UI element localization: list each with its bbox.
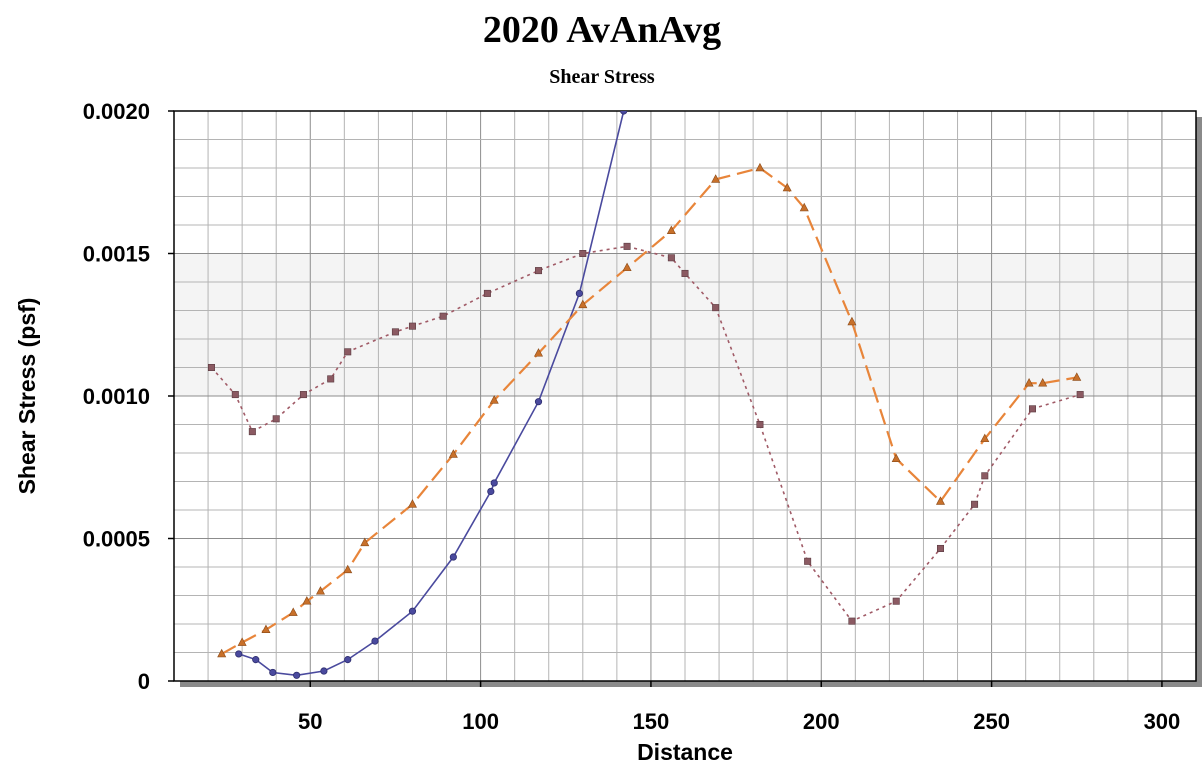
data-point	[1038, 378, 1048, 387]
data-point	[248, 428, 256, 436]
data-point	[1072, 372, 1082, 381]
data-point	[534, 348, 544, 357]
data-point	[449, 553, 457, 561]
data-point	[439, 312, 447, 320]
x-tick-label: 300	[1144, 709, 1181, 734]
data-point	[489, 395, 499, 404]
data-point	[712, 304, 720, 312]
data-point	[755, 162, 765, 172]
x-axis-ticks: 50 100 150 200 250 300	[298, 681, 1180, 734]
x-tick-label: 50	[298, 709, 322, 734]
data-point	[261, 624, 271, 634]
data-point	[448, 449, 458, 458]
series-line	[210, 245, 1081, 623]
x-tick-label: 200	[803, 709, 840, 734]
y-tick-label: 0.0005	[83, 527, 150, 552]
data-point	[235, 650, 243, 658]
x-axis-title: Distance	[637, 739, 733, 765]
x-tick-label: 100	[462, 709, 499, 734]
series-layer	[207, 111, 1084, 679]
y-tick-label: 0.0010	[83, 384, 150, 409]
chart-title: 2020 AvAnAvg	[482, 9, 722, 51]
data-point	[272, 415, 280, 423]
data-point	[1076, 391, 1084, 399]
data-point	[315, 586, 325, 595]
data-point	[1028, 405, 1036, 413]
data-point	[252, 656, 260, 664]
data-point	[344, 656, 352, 664]
y-axis-ticks: 0 0.0005 0.0010 0.0015 0.0020	[83, 99, 174, 694]
data-point	[231, 391, 239, 399]
data-point	[980, 433, 990, 443]
data-point	[490, 479, 498, 487]
data-point	[623, 242, 631, 250]
data-point	[1024, 378, 1034, 387]
data-point	[302, 596, 312, 605]
data-point	[575, 289, 583, 297]
data-point	[891, 453, 901, 463]
data-point	[371, 637, 379, 645]
data-point	[756, 420, 764, 428]
data-point	[360, 537, 370, 547]
data-point	[622, 262, 632, 272]
data-point	[782, 182, 792, 192]
data-point	[666, 225, 676, 234]
data-point	[343, 564, 353, 574]
data-point	[408, 322, 416, 330]
data-point	[847, 316, 857, 326]
data-point	[579, 250, 587, 258]
data-point	[936, 544, 944, 552]
data-point	[578, 299, 588, 309]
data-point	[981, 472, 989, 480]
y-tick-label: 0	[138, 669, 150, 694]
data-point	[288, 607, 298, 616]
data-point	[534, 398, 543, 406]
y-tick-label: 0.0020	[83, 99, 150, 124]
y-tick-label: 0.0015	[83, 242, 150, 267]
series-line	[221, 166, 1077, 655]
data-point	[327, 375, 335, 383]
chart-subtitle: Shear Stress	[549, 66, 655, 88]
data-point	[217, 648, 227, 658]
series-line	[238, 111, 625, 677]
data-point	[711, 174, 721, 183]
y-axis-title: Shear Stress (psf)	[14, 298, 40, 495]
data-point	[936, 496, 945, 505]
data-point	[391, 328, 399, 336]
data-point	[407, 499, 417, 508]
data-point	[269, 668, 277, 677]
data-point	[681, 269, 689, 277]
data-point	[620, 111, 628, 115]
data-point	[804, 557, 812, 565]
data-point	[848, 617, 856, 625]
data-point	[892, 597, 900, 605]
series-2	[217, 162, 1082, 658]
data-point	[408, 607, 417, 615]
data-point	[237, 637, 247, 646]
data-point	[971, 500, 979, 508]
x-tick-label: 150	[633, 709, 670, 734]
x-tick-label: 250	[973, 709, 1010, 734]
series-3	[207, 242, 1084, 625]
data-point	[299, 391, 307, 399]
series-1	[235, 111, 628, 679]
data-point	[667, 254, 675, 262]
data-point	[320, 667, 328, 675]
data-point	[487, 487, 495, 496]
data-point	[207, 363, 215, 371]
data-point	[799, 202, 809, 212]
data-point	[344, 348, 352, 356]
grid-lines	[174, 111, 1196, 681]
data-point	[483, 289, 491, 297]
data-point	[293, 671, 301, 679]
data-point	[535, 267, 543, 275]
